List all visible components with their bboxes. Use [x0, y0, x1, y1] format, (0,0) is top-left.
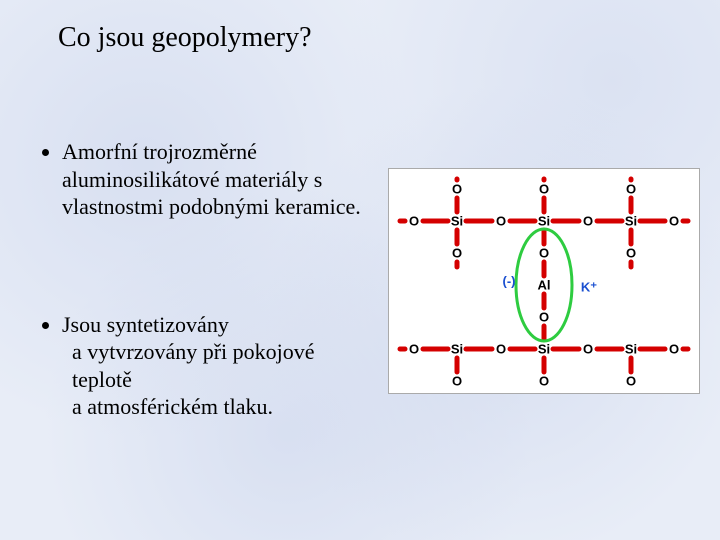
svg-text:O: O [583, 342, 593, 357]
svg-text:Si: Si [538, 214, 550, 229]
svg-text:O: O [539, 182, 549, 197]
svg-text:O: O [539, 310, 549, 325]
svg-text:O: O [452, 246, 462, 261]
svg-text:Si: Si [538, 342, 550, 357]
svg-text:O: O [583, 214, 593, 229]
svg-text:Al: Al [538, 278, 551, 293]
svg-text:O: O [626, 246, 636, 261]
svg-text:O: O [496, 342, 506, 357]
svg-text:O: O [626, 182, 636, 197]
bullet-1: Amorfní trojrozměrné aluminosilikátové m… [62, 138, 368, 221]
bullet-list: Amorfní trojrozměrné aluminosilikátové m… [38, 138, 368, 511]
svg-text:O: O [409, 214, 419, 229]
svg-text:O: O [626, 374, 636, 389]
svg-text:O: O [409, 342, 419, 357]
bullet-1-text: Amorfní trojrozměrné aluminosilikátové m… [62, 139, 361, 219]
bullet-2: Jsou syntetizovány a vytvrzovány při pok… [62, 311, 368, 421]
svg-text:Si: Si [625, 214, 637, 229]
svg-text:O: O [669, 214, 679, 229]
page-title: Co jsou geopolymery? [58, 22, 312, 54]
svg-text:O: O [452, 182, 462, 197]
svg-text:K⁺: K⁺ [581, 280, 597, 295]
svg-text:O: O [539, 374, 549, 389]
bullet-2-line3: a atmosférickém tlaku. [62, 393, 368, 421]
bullet-2-line1: Jsou syntetizovány [62, 312, 229, 337]
svg-text:O: O [452, 374, 462, 389]
svg-text:Si: Si [451, 214, 463, 229]
svg-text:(-): (-) [503, 274, 516, 289]
geopolymer-structure-diagram: O O O Si Si Si O O O O O O O Al O Si Si Si O O O O O O O (-) K⁺ [388, 168, 700, 394]
svg-text:O: O [539, 246, 549, 261]
bullet-2-line2: a vytvrzovány při pokojové teplotě [62, 338, 368, 393]
svg-text:Si: Si [451, 342, 463, 357]
svg-text:Si: Si [625, 342, 637, 357]
svg-text:O: O [496, 214, 506, 229]
svg-text:O: O [669, 342, 679, 357]
